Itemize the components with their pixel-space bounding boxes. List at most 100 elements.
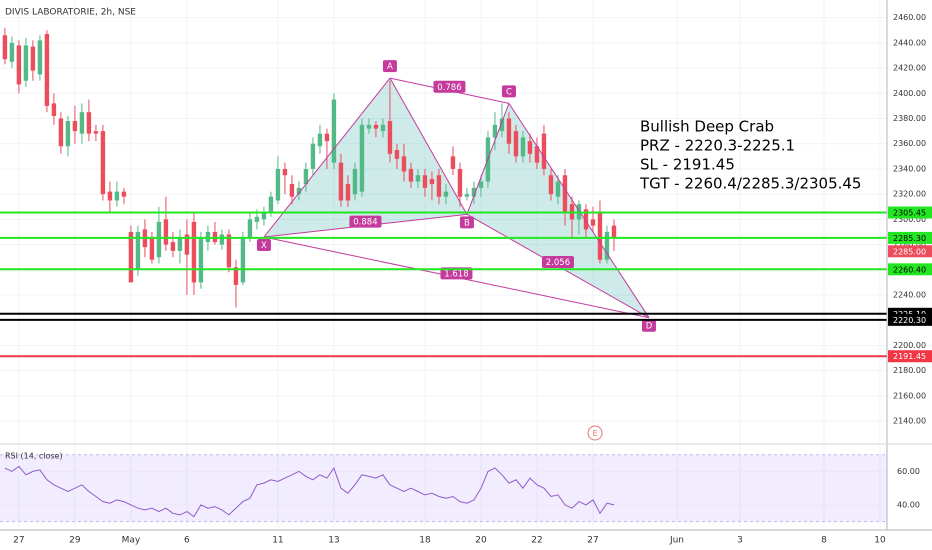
pattern-line xyxy=(466,103,510,215)
candle-body xyxy=(415,175,421,182)
candle-body xyxy=(457,168,463,197)
plot: 0.884 0.786 1.618 2.056 X A B C D xyxy=(0,27,887,518)
candle-body xyxy=(23,45,29,81)
y-tick-label: 2160.00 xyxy=(893,391,926,400)
candle-body xyxy=(471,187,477,197)
x-tick-label: 22 xyxy=(531,536,542,546)
pattern-point-label: A xyxy=(387,62,393,72)
y-tick-label: 2340.00 xyxy=(893,164,926,173)
candle-body xyxy=(254,216,260,222)
candle-body xyxy=(79,112,85,134)
rsi-line xyxy=(4,465,615,518)
pattern-point-box xyxy=(256,239,271,252)
candle-body xyxy=(499,118,505,132)
candle-body xyxy=(408,168,414,182)
y-tick-label: 60.00 xyxy=(897,467,920,476)
candle-body xyxy=(590,219,596,226)
ratio-box xyxy=(433,80,466,93)
candle-body xyxy=(9,42,15,62)
candle-body xyxy=(324,133,330,142)
ratio-box xyxy=(440,267,473,280)
price-level-tag xyxy=(888,350,932,363)
candle-body xyxy=(555,181,561,197)
candle-body xyxy=(562,175,568,214)
price-level-label: 2305.45 xyxy=(893,208,926,217)
candle-body xyxy=(478,181,484,188)
candle-body xyxy=(44,34,50,106)
candle-body xyxy=(65,121,71,147)
candle-body xyxy=(100,131,106,195)
chart-title: DIVIS LABORATORIE, 2h, NSE xyxy=(5,8,136,18)
ratio-label: 0.884 xyxy=(353,218,377,228)
candle-body xyxy=(240,238,246,283)
candle-body xyxy=(282,168,288,176)
candle-body xyxy=(51,103,57,116)
candle-body xyxy=(72,121,78,132)
candle-body xyxy=(170,242,176,251)
x-tick-label: 3 xyxy=(737,536,743,546)
candle-body xyxy=(233,267,239,285)
y-tick-label: 2180.00 xyxy=(893,366,926,375)
pattern-point-box xyxy=(382,60,397,73)
y-tick-label: 2440.00 xyxy=(893,38,926,47)
candle-body xyxy=(422,175,428,188)
candle-body xyxy=(37,40,43,75)
candle-body xyxy=(156,221,162,258)
candle-body xyxy=(16,45,22,85)
candle-body xyxy=(352,168,358,195)
y-tick-label: 2460.00 xyxy=(893,13,926,22)
price-level-label: 2260.40 xyxy=(893,265,926,274)
ratio-label: 2.056 xyxy=(546,258,570,268)
candle-body xyxy=(268,196,274,214)
candle-body xyxy=(163,219,169,245)
x-tick-label: 27 xyxy=(587,536,598,546)
candle-body xyxy=(604,231,610,260)
x-tick-label: 6 xyxy=(184,536,190,546)
x-tick-label: Jun xyxy=(669,536,684,546)
pattern-line xyxy=(389,77,468,215)
x-tick-label: 18 xyxy=(419,536,431,546)
x-tick-label: 29 xyxy=(69,536,81,546)
ratio-label: 1.618 xyxy=(444,269,468,279)
y-tick-label: 2240.00 xyxy=(893,291,926,300)
pattern-point-label: C xyxy=(506,87,512,97)
x-tick-label: 13 xyxy=(328,536,339,546)
x-tick-label: 27 xyxy=(13,536,24,546)
candle-body xyxy=(436,175,442,197)
rsi-band xyxy=(0,454,887,522)
annotation-text: SL - 2191.45 xyxy=(640,156,735,174)
pattern-point-box xyxy=(459,216,474,229)
candle-body xyxy=(289,184,295,197)
candle-body xyxy=(86,112,92,134)
y-tick-label: 2200.00 xyxy=(893,341,926,350)
candle-body xyxy=(331,99,337,163)
event-marker xyxy=(587,425,603,441)
candle-body xyxy=(450,156,456,169)
price-level-tag xyxy=(888,263,932,276)
price-level-tag xyxy=(888,313,932,326)
candle-body xyxy=(128,231,134,283)
y-tick-label: 2140.00 xyxy=(893,417,926,426)
pattern-point-box xyxy=(641,319,656,332)
last-price-label: 2285.00 xyxy=(893,247,926,256)
candle-body xyxy=(597,213,603,260)
candle-body xyxy=(310,143,316,169)
candle-body xyxy=(443,191,449,197)
candle-body xyxy=(30,46,36,71)
price-level-label: 2220.30 xyxy=(893,316,926,325)
candle-body xyxy=(317,133,323,147)
candle-body xyxy=(520,137,526,157)
last-price-tag xyxy=(888,245,932,258)
candle-body xyxy=(394,150,400,159)
candle-body xyxy=(429,179,435,185)
x-tick-label: 20 xyxy=(475,536,487,546)
y-tick-label: 2400.00 xyxy=(893,89,926,98)
candle-body xyxy=(541,133,547,169)
candle-body xyxy=(198,238,204,283)
candle-body xyxy=(191,221,197,283)
pattern-point-label: X xyxy=(261,241,267,251)
candle-body xyxy=(226,234,232,268)
pattern-point-label: B xyxy=(464,218,470,228)
candle-body xyxy=(121,191,127,197)
